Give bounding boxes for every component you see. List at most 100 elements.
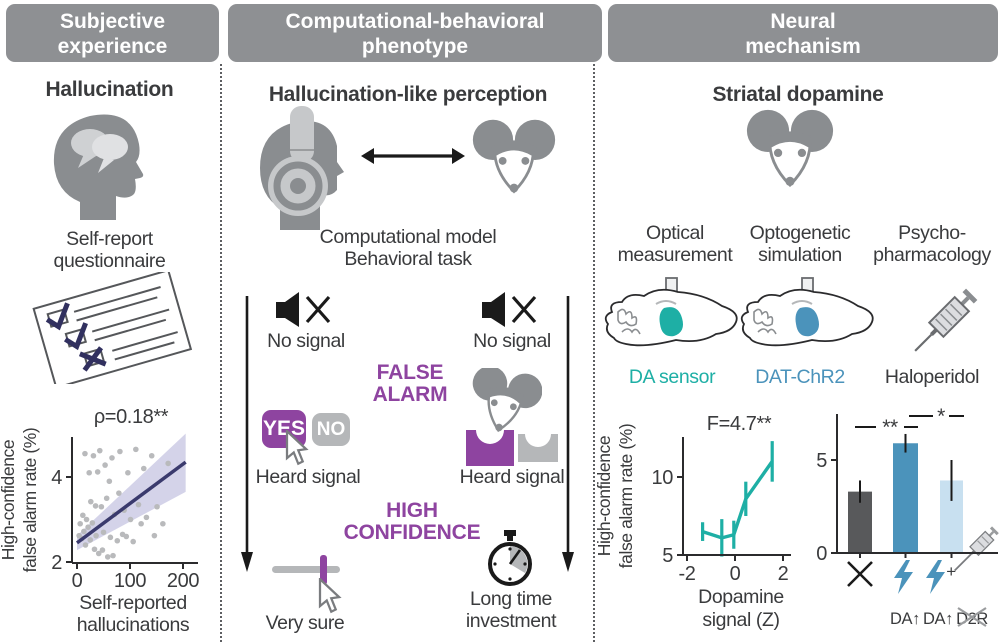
svg-text:Self-reported: Self-reported [79,592,187,614]
scatter-point [104,554,111,560]
long-time-line2: investment [465,610,557,632]
long-time-line1: Long time [469,588,553,610]
significance-**: ** [882,416,898,439]
computational-model-caption: Computational model Behavioral task [253,226,563,270]
header-middle-line1: Computational-behavioral [285,10,545,33]
scatter-point [123,533,130,540]
self-report-caption: Self-report questionnaire [0,228,219,272]
computational-model-line: Computational model [319,226,497,248]
dat-chr2-label: DAT-ChR2 [755,366,845,388]
scatter-point [85,524,91,530]
no-signal-label-left: No signal [267,330,345,352]
scatter-point [87,498,94,505]
svg-text:DA↑: DA↑ [923,610,953,628]
svg-text:5: 5 [816,450,827,472]
stopwatch-icon [488,530,532,586]
no-stimulation-x-icon [847,561,873,587]
brain-da-sensor-icon [604,277,738,347]
scatter-point [80,512,86,519]
scatter-point [89,520,96,526]
haloperidol-label: Haloperidol [884,366,980,388]
svg-text:hallucinations: hallucinations [77,614,190,636]
svg-text:2: 2 [778,563,789,585]
header-computational-behavioral: Computational-behavioral phenotype [228,4,602,62]
svg-text:10: 10 [652,467,674,489]
scatter-point [133,446,139,453]
optogenetic-line2: simulation [758,244,842,266]
svg-text:200: 200 [167,570,199,592]
svg-text:2: 2 [51,552,62,574]
svg-text:-2: -2 [679,563,696,585]
muted-speaker-icon-right [482,292,537,327]
scatter-point [93,532,99,539]
false-alarm-label: FALSE ALARM [335,362,485,406]
scatter-point [92,503,99,509]
psycho-line2: pharmacology [873,244,991,266]
optical-line1: Optical [646,222,704,244]
rho-annotation: ρ=0.18** [94,406,169,428]
svg-text:+: + [946,562,956,581]
scatter-point [135,501,142,508]
data-line [702,460,774,540]
hallucination-title: Hallucination [45,78,174,101]
scatter-point [87,537,94,543]
scatter-point [82,542,89,548]
scatter-point [110,552,116,559]
reward-ports-icon [466,430,558,466]
mouse-face-icon [471,118,557,194]
regression-line [75,460,187,545]
scatter-point [165,460,171,467]
scatter-point [81,528,87,535]
scatter-point [94,469,101,475]
cursor-icon-yes [285,430,308,465]
bar-2 [940,480,963,553]
heard-signal-label-left: Heard signal [255,466,361,488]
no-button[interactable]: NO [312,413,350,446]
psychopharmacology-label: Psycho- pharmacology [866,222,998,266]
scatter-point [151,532,158,539]
confidence-slider-handle[interactable] [320,555,327,585]
heard-signal-label-right: Heard signal [459,466,565,488]
header-subjective-experience: Subjective experience [6,4,219,62]
scatter-point [114,537,121,544]
optical-line2: measurement [617,244,733,266]
mouse-face-icon-right [745,108,835,188]
confidence-slider-track[interactable] [272,566,340,573]
self-report-caption-line1: Self-report [66,228,153,250]
optical-measurement-label: Optical measurement [608,222,742,266]
scatter-point [98,503,105,510]
svg-text:4: 4 [51,467,62,489]
scatter-point [107,534,114,541]
scatter-point [100,529,107,536]
questionnaire-checklist-icon [32,272,193,384]
svg-text:signal (Z): signal (Z) [702,609,779,631]
cursor-icon-slider [318,578,341,613]
column-separator-left [220,64,222,642]
svg-text:High-confidence: High-confidence [596,436,614,556]
svg-text:High-confidence: High-confidence [0,440,18,560]
column-separator-right [593,64,595,642]
scatter-point [117,448,123,455]
scatter-point [86,469,92,476]
scatter-point [82,450,88,457]
brain-dat-chr2-icon [740,277,874,347]
scatter-point [160,520,166,527]
svg-text:Dopamine: Dopamine [698,586,784,608]
svg-text:100: 100 [114,570,146,592]
scatter-point [138,520,144,527]
syringe-icon-haloperidol [914,288,978,352]
scatter-point [102,462,108,468]
svg-text:false alarm rate (%): false alarm rate (%) [616,424,636,569]
false-alarm-line1: FALSE [376,361,444,384]
double-arrow-icon [361,148,465,164]
syringe-icon-small [954,526,999,572]
d2r-strike-2 [957,607,987,627]
svg-text:DA↑: DA↑ [890,610,920,628]
scatter-point [103,495,110,502]
striatal-dopamine-title: Striatal dopamine [712,83,884,106]
f-stat-annotation: F=4.7** [707,413,772,435]
behavioral-task-line: Behavioral task [344,248,472,270]
self-report-caption-line2: questionnaire [53,250,166,272]
long-time-investment-label: Long time investment [444,588,578,632]
high-confidence-line2: CONFIDENCE [343,521,481,544]
